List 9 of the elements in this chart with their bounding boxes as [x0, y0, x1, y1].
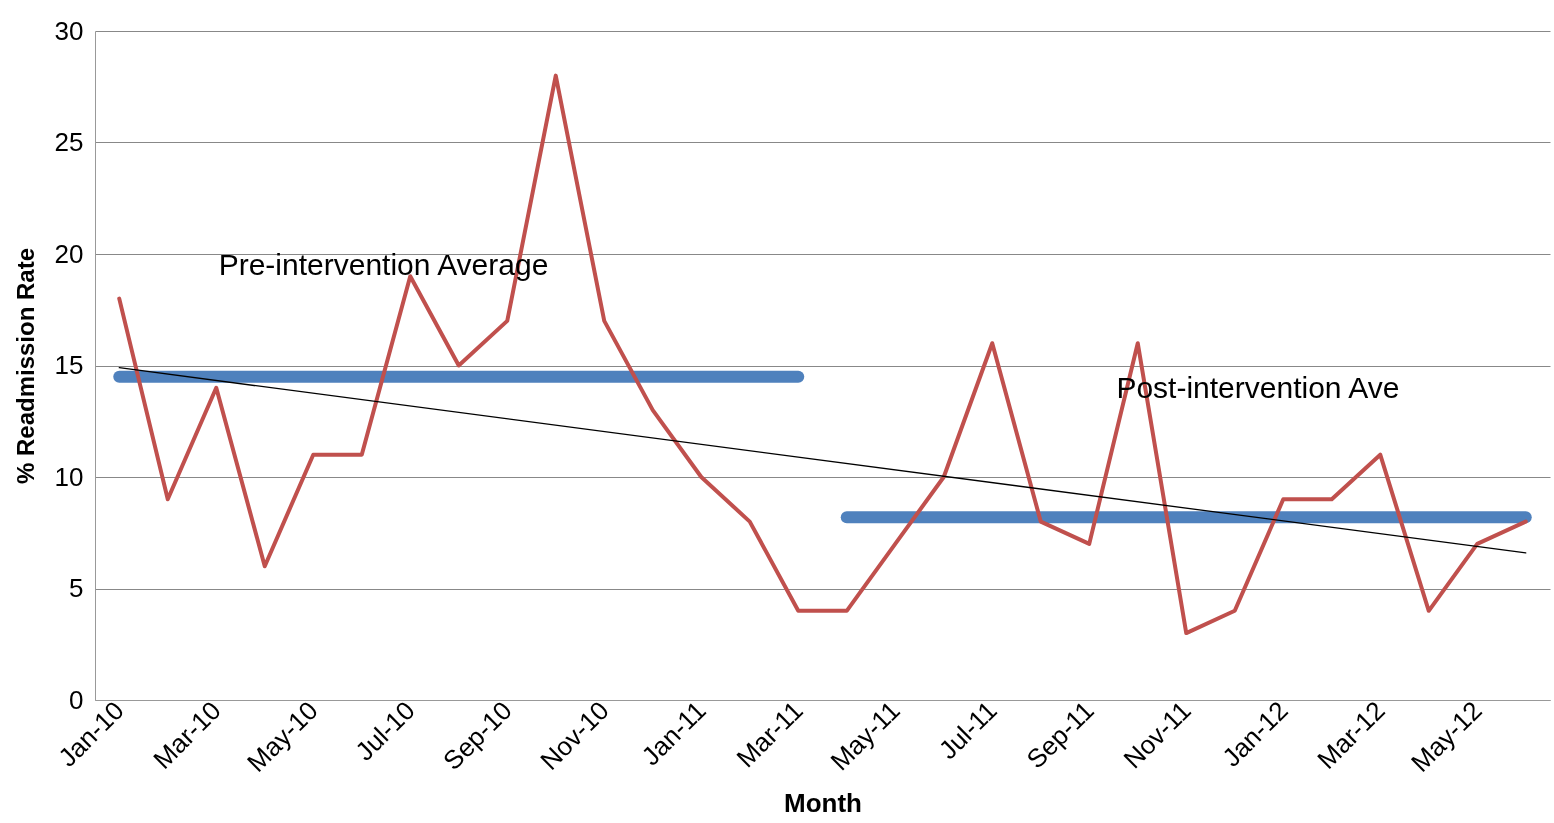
y-tick-label: 5 — [69, 573, 84, 603]
y-tick-label: 25 — [54, 127, 84, 157]
y-tick-label: 10 — [54, 461, 84, 492]
y-tick-label: 15 — [54, 350, 84, 380]
y-tick-label: 30 — [54, 15, 84, 46]
y-axis-title: % Readmission Rate — [11, 247, 39, 485]
x-axis-title: Month — [784, 788, 862, 818]
y-tick-label: 20 — [54, 238, 84, 269]
line-series — [117, 73, 1528, 636]
